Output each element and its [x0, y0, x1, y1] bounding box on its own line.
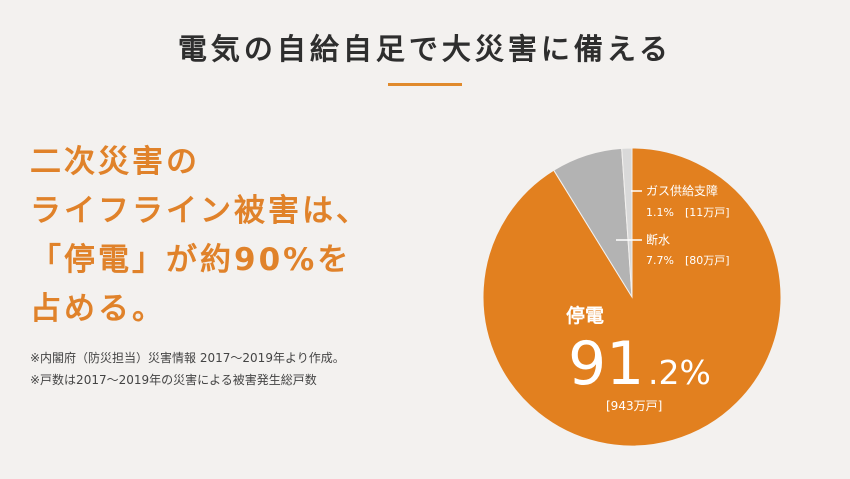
teiden-label: 停電 [566, 304, 604, 327]
teiden-count: [943万戸] [606, 399, 662, 413]
headline-line-1: 二次災害の [30, 144, 200, 180]
dansui-label: 断水 [646, 232, 670, 247]
source-notes: ※内閣府（防災担当）災害情報 2017〜2019年より作成。 ※戸数は2017〜… [30, 347, 345, 391]
page-title: 電気の自給自足で大災害に備える [177, 32, 673, 66]
pie-slice-gas [621, 147, 633, 298]
pie-slices [482, 147, 782, 447]
headline-line-2: ライフライン被害は、 [30, 193, 370, 229]
source-note-1: ※内閣府（防災担当）災害情報 2017〜2019年より作成。 [30, 351, 345, 365]
dansui-count: [80万戸] [685, 254, 730, 267]
headline: 二次災害の ライフライン被害は、 「停電」が約90%を 占める。 [30, 138, 370, 334]
dansui-percent: 7.7% [646, 254, 674, 267]
teiden-percent-integer: 91 [568, 329, 644, 399]
gas-count: [11万戸] [685, 206, 730, 219]
gas-percent: 1.1% [646, 206, 674, 219]
source-note-2: ※戸数は2017〜2019年の災害による被害発生総戸数 [30, 373, 317, 387]
headline-line-4: 占める。 [30, 291, 166, 327]
teiden-percent-decimal: .2% [648, 353, 711, 392]
headline-line-3: 「停電」が約90%を [30, 242, 352, 278]
title-underline [388, 83, 462, 86]
gas-label: ガス供給支障 [646, 183, 718, 198]
